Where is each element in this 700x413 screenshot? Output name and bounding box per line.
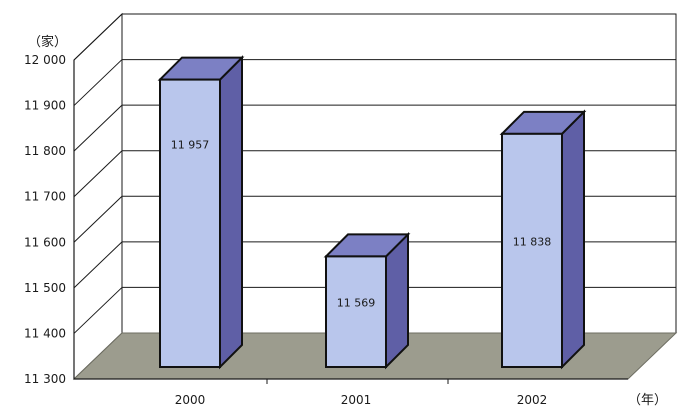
bar-2000: 11 957 — [157, 55, 245, 370]
y-tick-label: 11 700 — [24, 190, 66, 204]
y-tick-label: 11 500 — [24, 281, 66, 295]
chart-left-wall — [73, 12, 123, 381]
y-tick-label: 11 300 — [24, 372, 66, 386]
y-tick-label: 12 000 — [24, 53, 66, 67]
x-tick-label: 2002 — [517, 393, 548, 407]
bar-value-label: 11 838 — [513, 235, 552, 248]
bar-side — [219, 55, 243, 370]
x-tick-label: 2000 — [175, 393, 206, 407]
y-axis-unit-label: （家） — [28, 34, 67, 50]
bar-value-label: 11 957 — [171, 138, 210, 151]
bar-side — [561, 109, 585, 370]
x-axis-tick-labels: 2000 2001 2002 — [175, 393, 548, 407]
y-tick-label: 11 400 — [24, 326, 66, 340]
y-tick-label: 11 900 — [24, 99, 66, 113]
x-tick-label: 2001 — [341, 393, 372, 407]
bar — [501, 132, 563, 368]
bar-2001: 11 569 — [323, 231, 411, 370]
bar — [159, 78, 221, 369]
bars: 11 957 11 569 11 838 — [157, 55, 587, 370]
y-tick-label: 11 800 — [24, 144, 66, 158]
y-axis-tick-labels: 11 300 11 400 11 500 11 600 11 700 11 800 11 9… — [24, 53, 66, 386]
x-axis-unit-label: （年） — [628, 393, 667, 408]
bar-2002: 11 838 — [499, 109, 587, 370]
bar-value-label: 11 569 — [337, 297, 376, 310]
bar — [325, 255, 387, 369]
y-tick-label: 11 600 — [24, 235, 66, 249]
gridline — [73, 13, 676, 61]
